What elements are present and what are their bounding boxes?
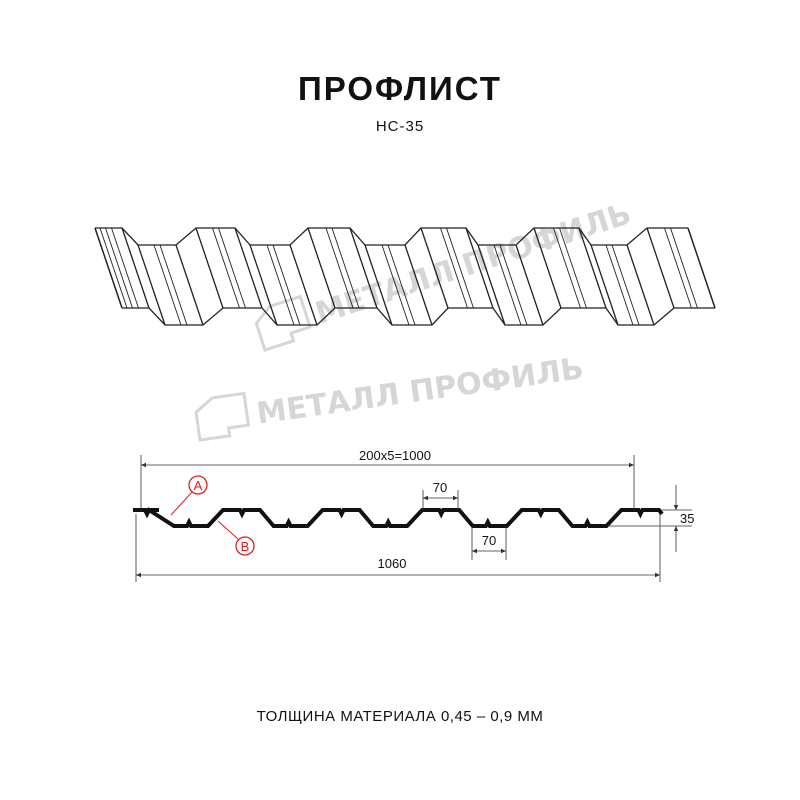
callout-a: A bbox=[170, 475, 208, 516]
sheet-fold-line bbox=[590, 244, 619, 326]
watermark-logo-icon bbox=[254, 294, 312, 352]
sheet-rib-line bbox=[493, 244, 522, 326]
sheet-rib-line bbox=[387, 244, 416, 326]
sheet-rib-line bbox=[446, 227, 474, 309]
dimension-arrow bbox=[655, 572, 660, 578]
sheet-fold-line bbox=[578, 227, 607, 309]
dimension-arrow bbox=[472, 548, 477, 554]
dimension-arrow bbox=[423, 495, 428, 501]
sheet-perspective-view bbox=[94, 227, 716, 326]
sheet-rib-line bbox=[670, 227, 698, 309]
sheet-fold-line bbox=[477, 244, 506, 326]
cross-section: 200x5=1000 70 70 35 1060 A B bbox=[133, 448, 694, 582]
watermark-logo-icon bbox=[194, 391, 251, 442]
sheet-fold-line bbox=[175, 244, 204, 326]
sheet-rib-line bbox=[605, 244, 634, 326]
watermark-text: МЕТАЛЛ ПРОФИЛЬ bbox=[255, 351, 586, 432]
callout-b-label: B bbox=[241, 539, 250, 554]
sheet-rib-line bbox=[664, 227, 692, 309]
sheet-rib-line bbox=[553, 227, 581, 309]
sheet-rib-line bbox=[325, 227, 354, 309]
sheet-rib-line bbox=[272, 244, 301, 326]
dimension-arrow bbox=[673, 526, 679, 531]
sheet-fold-line bbox=[195, 227, 224, 309]
dim-crest-label: 70 bbox=[433, 480, 447, 495]
dimension-arrow bbox=[673, 505, 679, 510]
dimension-lines bbox=[135, 455, 692, 582]
sheet-left-edge bbox=[94, 227, 123, 309]
dimension-arrow bbox=[629, 462, 634, 468]
sheet-fold-line bbox=[626, 244, 655, 326]
sheet-fold-line bbox=[646, 227, 675, 309]
model-subtitle: НС-35 bbox=[375, 118, 425, 135]
sheet-rib-line bbox=[611, 244, 640, 326]
watermark-bottom: МЕТАЛЛ ПРОФИЛЬ bbox=[194, 351, 586, 442]
sheet-bottom-edge bbox=[122, 307, 715, 326]
callout-b: B bbox=[217, 520, 255, 556]
sheet-fold-line bbox=[404, 244, 433, 326]
sheet-right-edge bbox=[687, 227, 716, 309]
sheet-rib-line bbox=[159, 244, 188, 326]
sheet-rib-line bbox=[331, 227, 360, 309]
dim-trough-label: 70 bbox=[482, 533, 496, 548]
sheet-top-edge bbox=[95, 227, 688, 246]
dimension-arrow bbox=[141, 462, 146, 468]
dimension-arrow bbox=[453, 495, 458, 501]
sheet-fold-line bbox=[249, 244, 278, 326]
sheet-fold-line bbox=[364, 244, 393, 326]
sheet-fold-line bbox=[289, 244, 318, 326]
sheet-rib-line bbox=[499, 244, 528, 326]
sheet-fold-line bbox=[533, 227, 562, 309]
sheet-rib-line bbox=[212, 227, 240, 309]
sheet-rib-line bbox=[111, 227, 139, 309]
sheet-rib-line bbox=[559, 227, 587, 309]
sheet-left-edge bbox=[99, 227, 128, 309]
page-title: ПРОФЛИСТ bbox=[298, 70, 502, 107]
sheet-fold-line bbox=[420, 227, 449, 309]
watermark-text: МЕТАЛЛ ПРОФИЛЬ bbox=[311, 196, 635, 331]
watermark-top: МЕТАЛЛ ПРОФИЛЬ bbox=[254, 196, 635, 352]
dim-width-label: 1060 bbox=[378, 556, 407, 571]
dimension-arrow bbox=[136, 572, 141, 578]
sheet-rib-line bbox=[381, 244, 410, 326]
sheet-rib-line bbox=[153, 244, 182, 326]
sheet-rib-line bbox=[218, 227, 246, 309]
material-thickness-note: ТОЛЩИНА МАТЕРИАЛА 0,45 – 0,9 ММ bbox=[256, 708, 544, 725]
callout-a-label: A bbox=[194, 478, 203, 493]
dimension-arrow bbox=[501, 548, 506, 554]
sheet-fold-line bbox=[465, 227, 494, 309]
sheet-fold-line bbox=[307, 227, 336, 309]
dim-pitch-label: 200x5=1000 bbox=[359, 448, 431, 463]
sheet-fold-line bbox=[121, 227, 150, 309]
sheet-fold-line bbox=[515, 244, 544, 326]
sheet-rib-line bbox=[266, 244, 295, 326]
sheet-rib-line bbox=[105, 227, 133, 309]
sheet-fold-line bbox=[234, 227, 263, 309]
profile-section-line bbox=[133, 507, 664, 528]
sheet-fold-line bbox=[137, 244, 166, 326]
sheet-rib-line bbox=[440, 227, 468, 309]
dim-height-label: 35 bbox=[680, 511, 694, 526]
sheet-fold-line bbox=[349, 227, 378, 309]
